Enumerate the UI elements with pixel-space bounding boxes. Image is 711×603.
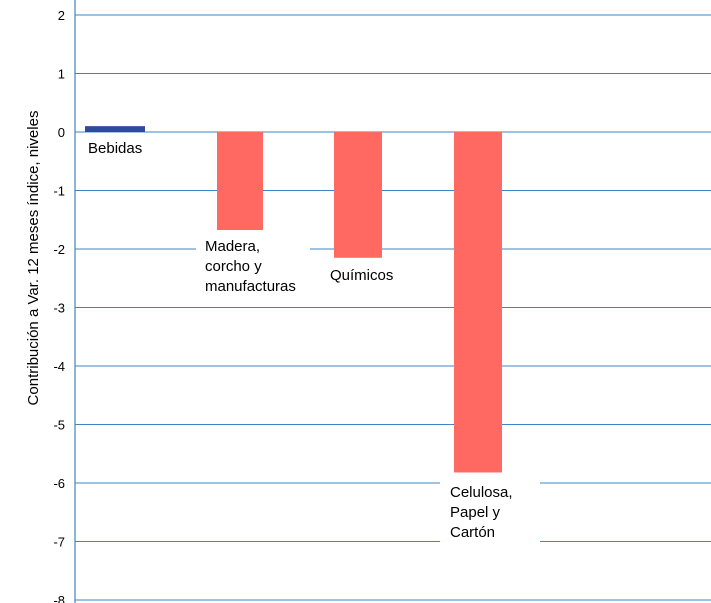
category-label-line: Bebidas: [88, 140, 142, 157]
y-tick-label: -2: [53, 242, 65, 257]
category-label-0: Bebidas: [88, 140, 142, 157]
category-labels: Bebidas Madera, corcho y manufacturas Químic…: [84, 138, 540, 548]
category-label-3: Celulosa, Papel y Cartón: [450, 484, 513, 541]
category-label-bg: [322, 260, 412, 286]
y-axis-label: Contribución a Var. 12 meses índice, niv…: [25, 111, 42, 406]
category-label-bg: [196, 230, 310, 302]
category-label-bg: [440, 478, 540, 548]
bar-3: [454, 132, 502, 473]
category-label-line: Madera,: [205, 238, 260, 255]
y-tick-label: -5: [53, 418, 65, 433]
y-tick-label: -3: [53, 301, 65, 316]
category-label-line: manufacturas: [205, 278, 296, 295]
category-label-line: Celulosa,: [450, 484, 513, 501]
y-tick-labels: 2 1 0 -1 -2 -3 -4 -5 -6 -7 -8: [53, 8, 65, 603]
bar-2: [334, 132, 382, 258]
y-tick-label: 0: [58, 125, 65, 140]
category-label-1: Madera, corcho y manufacturas: [205, 238, 296, 295]
category-label-line: Químicos: [330, 267, 393, 284]
category-label-line: Cartón: [450, 524, 495, 541]
category-label-line: Papel y: [450, 504, 501, 521]
y-tick-label: -8: [53, 593, 65, 603]
y-tick-label: 1: [58, 67, 65, 82]
y-tick-label: -6: [53, 476, 65, 491]
category-label-line: corcho y: [205, 258, 262, 275]
bar-0: [85, 126, 145, 132]
y-tick-label: -4: [53, 359, 65, 374]
y-tick-label: -1: [53, 184, 65, 199]
y-tick-label: 2: [58, 8, 65, 23]
bars: [85, 126, 502, 473]
category-label-2: Químicos: [330, 267, 393, 284]
y-tick-label: -7: [53, 535, 65, 550]
bar-1: [217, 132, 263, 233]
category-label-bg: [84, 138, 164, 160]
gridlines: [74, 0, 711, 603]
